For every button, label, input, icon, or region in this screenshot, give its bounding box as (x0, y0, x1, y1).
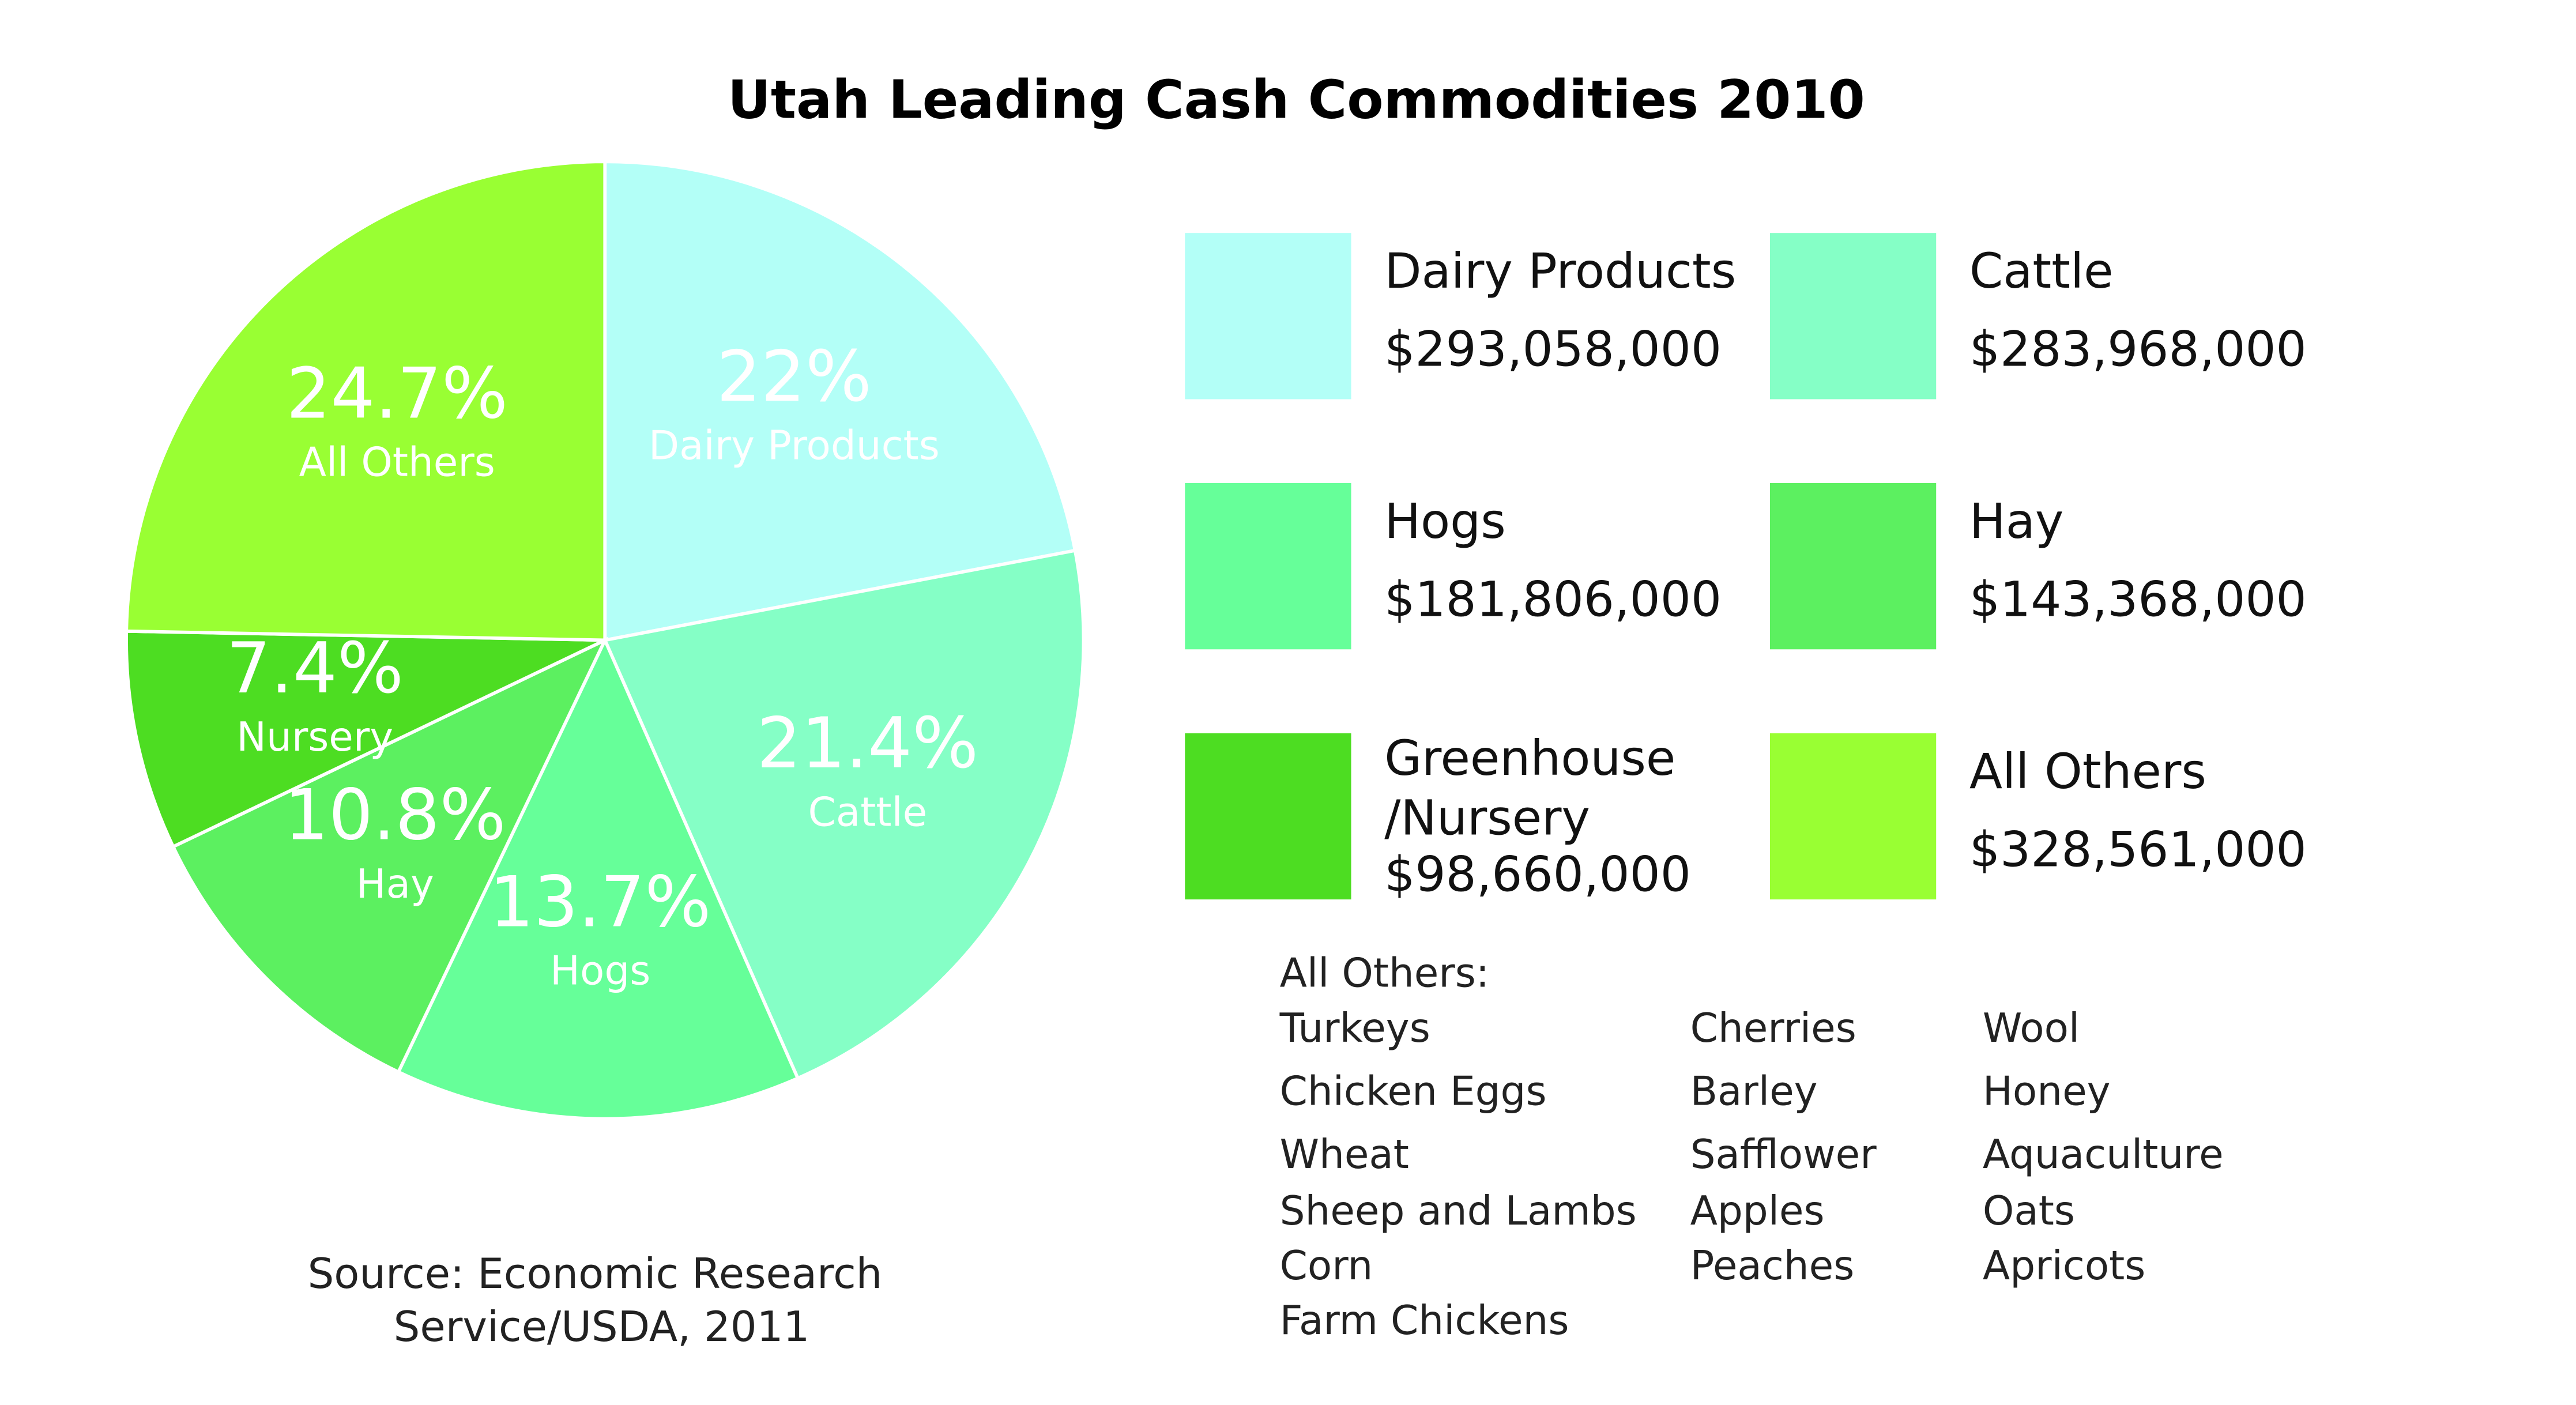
others-item: Wheat (1280, 1132, 1409, 1178)
others-title: All Others: (1280, 951, 1490, 997)
legend-label: Hogs (1384, 493, 1506, 549)
others-item: Turkeys (1279, 1005, 1430, 1052)
others-item: Cherries (1690, 1005, 1856, 1052)
pie-slice (603, 160, 1078, 642)
chart-title: Utah Leading Cash Commodities 2010 (728, 69, 1865, 131)
slice-category-label: Hay (356, 861, 434, 907)
pie-slice (396, 636, 800, 1121)
legend-amount: $293,058,000 (1384, 321, 1722, 378)
legend-swatch (1769, 233, 1937, 400)
legend-label: Dairy Products (1384, 243, 1736, 299)
legend-amount: $283,968,000 (1969, 321, 2307, 378)
slice-category-label: Nursery (236, 714, 393, 760)
legend-swatch (1769, 733, 1937, 900)
others-item: Peaches (1690, 1243, 1855, 1289)
slice-category-label: Cattle (808, 789, 928, 835)
source-line: Service/USDA, 2011 (394, 1302, 810, 1351)
pie-slice (171, 636, 609, 1075)
legend-swatch (1185, 483, 1351, 650)
legend-amount: $181,806,000 (1384, 571, 1722, 627)
others-item: Apples (1690, 1188, 1825, 1234)
legend-amount: $98,660,000 (1384, 846, 1691, 903)
legend-amount: $328,561,000 (1969, 821, 2307, 877)
slice-value-label: 21.4% (757, 703, 979, 784)
others-item: Oats (1983, 1188, 2075, 1234)
slice-category-label: Hogs (550, 948, 650, 995)
slice-category-label: All Others (299, 439, 495, 485)
legend-label: Greenhouse (1384, 730, 1675, 786)
pie-slice (602, 548, 1086, 1081)
legend-swatch (1185, 233, 1351, 400)
others-item: Barley (1690, 1068, 1818, 1114)
legend-label: /Nursery (1384, 790, 1590, 846)
slice-category-label: Dairy Products (649, 423, 940, 469)
slice-value-label: 10.8% (284, 775, 506, 856)
legend-label: Cattle (1969, 243, 2114, 299)
others-item: Chicken Eggs (1280, 1068, 1547, 1114)
legend-amount: $143,368,000 (1969, 571, 2307, 627)
slice-value-label: 13.7% (489, 861, 711, 943)
others-item: Farm Chickens (1280, 1298, 1569, 1344)
source-line: Source: Economic Research (308, 1249, 883, 1298)
slice-value-label: 22% (717, 336, 872, 417)
others-item: Corn (1280, 1243, 1373, 1289)
others-item: Apricots (1983, 1243, 2145, 1289)
slice-value-label: 24.7% (286, 353, 508, 434)
others-item: Honey (1983, 1068, 2111, 1114)
legend-label: All Others (1969, 743, 2206, 800)
others-item: Aquaculture (1983, 1132, 2224, 1178)
legend-swatch (1769, 483, 1937, 650)
others-item: Sheep and Lambs (1280, 1188, 1637, 1234)
pie-slice (125, 629, 606, 849)
legend-label: Hay (1969, 493, 2064, 549)
others-item: Wool (1983, 1005, 2080, 1052)
slice-value-label: 7.4% (226, 628, 404, 709)
pie-slice (125, 160, 607, 642)
legend-swatch (1185, 733, 1351, 900)
others-item: Safflower (1690, 1132, 1877, 1178)
